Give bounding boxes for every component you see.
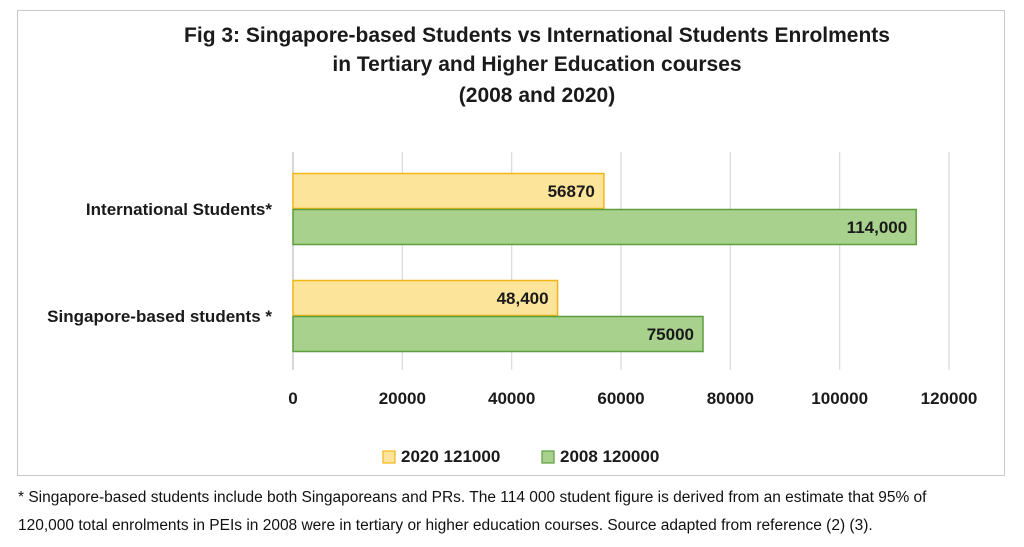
- x-tick-label: 20000: [379, 389, 426, 408]
- x-tick-label: 120000: [921, 389, 978, 408]
- x-tick-label: 60000: [597, 389, 644, 408]
- footnote-line-1: * Singapore-based students include both …: [18, 489, 927, 506]
- data-label: 48,400: [497, 289, 549, 308]
- x-tick-label: 80000: [707, 389, 754, 408]
- data-label: 56870: [548, 182, 595, 201]
- bar: [292, 208, 917, 246]
- x-tick-label: 0: [288, 389, 297, 408]
- bar: [292, 279, 559, 317]
- data-label: 114,000: [847, 218, 908, 237]
- x-tick-label: 100000: [811, 389, 868, 408]
- bar: [292, 315, 704, 353]
- legend-swatch: [382, 450, 396, 464]
- footnote: * Singapore-based students include both …: [18, 484, 1018, 540]
- chart-title-line-2: in Tertiary and Higher Education courses: [332, 53, 742, 76]
- category-label: Singapore-based students *: [47, 307, 272, 326]
- footnote-line-2: 120,000 total enrolments in PEIs in 2008…: [18, 517, 873, 534]
- data-label: 75000: [647, 325, 694, 344]
- legend-swatch: [541, 450, 555, 464]
- chart-title-line-1: Fig 3: Singapore-based Students vs Inter…: [184, 24, 890, 47]
- x-tick-label: 40000: [488, 389, 535, 408]
- chart-title-line-3: (2008 and 2020): [458, 84, 616, 107]
- legend-label: 2020 121000: [401, 447, 500, 466]
- bar: [292, 172, 605, 210]
- legend-label: 2008 120000: [560, 447, 659, 466]
- category-label: International Students*: [86, 200, 272, 219]
